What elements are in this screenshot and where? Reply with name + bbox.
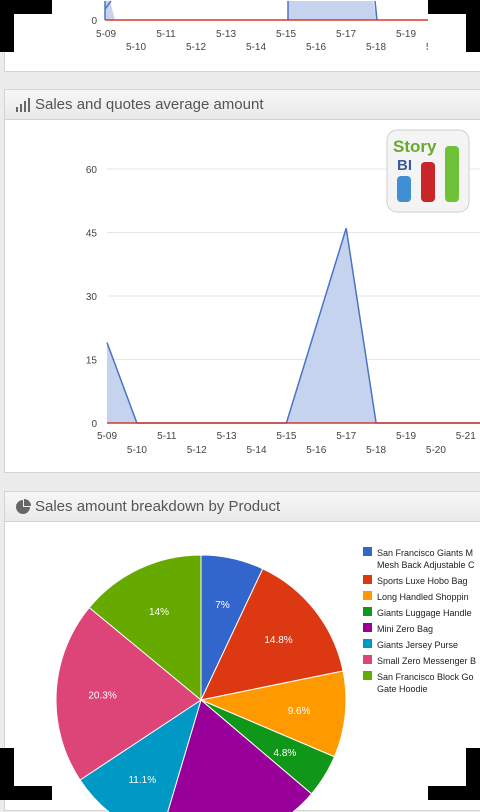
avg-x-tick: 5-17 xyxy=(336,431,356,442)
pie-slice-label: 14.8% xyxy=(264,635,292,646)
legend-swatch xyxy=(363,607,372,616)
legend-label: Long Handled Shoppin xyxy=(377,592,469,602)
product-breakdown-panel: Sales amount breakdown by Product 7% 14.8… xyxy=(4,491,480,812)
product-pie-chart: 7% 14.8% 9.6% 4.8% 11.1% 20.3% 14% San Francis… xyxy=(55,547,476,812)
product-breakdown-header: Sales amount breakdown by Product xyxy=(5,492,480,522)
top-x-tick: 5-16 xyxy=(306,42,326,53)
story-bi-logo: Story BI xyxy=(386,129,470,213)
top-x-tick: 5-19 xyxy=(396,29,416,40)
legend-label: Mini Zero Bag xyxy=(377,624,433,634)
top-x-tick: 5-15 xyxy=(276,29,296,40)
corner-mark-bottom-left xyxy=(0,748,52,800)
logo-bar-red xyxy=(421,162,435,202)
corner-mark-top-right xyxy=(428,0,480,52)
avg-amount-panel: Sales and quotes average amount 60 45 30 15… xyxy=(4,89,480,473)
legend-swatch xyxy=(363,547,372,556)
avg-x-tick: 5-10 xyxy=(127,445,147,456)
top-x-tick: 5-09 xyxy=(96,29,116,40)
logo-bar-blue xyxy=(397,176,411,202)
avg-area-fill xyxy=(107,228,480,423)
avg-amount-header: Sales and quotes average amount xyxy=(5,90,480,120)
pie-slice-label: 9.6% xyxy=(288,706,311,717)
avg-x-tick: 5-16 xyxy=(306,445,326,456)
pie-slice xyxy=(200,568,344,701)
top-x-tick: 5-18 xyxy=(366,42,386,53)
top-x-tick: 5-12 xyxy=(186,42,206,53)
top-x-tick: 5-13 xyxy=(216,29,236,40)
logo-bar-green xyxy=(445,146,459,202)
avg-x-tick: 5-14 xyxy=(246,445,266,456)
pie-slice xyxy=(55,606,202,781)
legend-swatch xyxy=(363,671,372,680)
legend-swatch xyxy=(363,623,372,632)
avg-y-tick: 0 xyxy=(91,419,97,430)
legend-swatch xyxy=(363,655,372,664)
legend-swatch xyxy=(363,639,372,648)
legend-swatch xyxy=(363,575,372,584)
pie-slice xyxy=(199,670,347,758)
legend-label: San Francisco Giants M xyxy=(377,548,473,558)
legend-label: Small Zero Messenger B xyxy=(377,656,476,666)
avg-y-tick: 60 xyxy=(86,165,98,176)
pie-slice-label: 20.3% xyxy=(88,691,116,702)
top-x-tick: 5-14 xyxy=(246,42,266,53)
legend-label-line2: Mesh Back Adjustable C xyxy=(377,560,475,570)
avg-x-tick: 5-20 xyxy=(426,445,446,456)
top-x-tick: 5-11 xyxy=(156,29,176,40)
pie-slice-label: 14% xyxy=(149,607,169,618)
legend-label: Giants Jersey Purse xyxy=(377,640,458,650)
legend-label: San Francisco Block Go xyxy=(377,672,474,682)
pie-slice-label: 4.8% xyxy=(274,748,297,759)
avg-x-tick: 5-11 xyxy=(157,431,177,442)
legend-swatch xyxy=(363,591,372,600)
corner-mark-top-left xyxy=(0,0,52,52)
pie-slice xyxy=(88,554,202,702)
pie-chart-icon xyxy=(16,498,31,514)
avg-x-tick: 5-18 xyxy=(366,445,386,456)
logo-story-text: Story xyxy=(393,137,437,156)
top-chart: 0 5-095-115-135-155-175-195-2 5-105-125-… xyxy=(91,0,480,53)
top-x-tick: 5-17 xyxy=(336,29,356,40)
avg-y-tick: 30 xyxy=(86,292,98,303)
avg-amount-title: Sales and quotes average amount xyxy=(35,96,264,113)
top-x-tick: 5-10 xyxy=(126,42,146,53)
top-area-left xyxy=(105,1,115,20)
pie-slice xyxy=(79,698,202,812)
avg-y-tick: 15 xyxy=(86,356,98,367)
pie-slice-label: 7% xyxy=(215,600,230,611)
avg-x-tick: 5-21 xyxy=(456,431,476,442)
avg-x-tick: 5-09 xyxy=(97,431,117,442)
corner-mark-bottom-right xyxy=(428,748,480,800)
avg-x-tick: 5-15 xyxy=(276,431,296,442)
avg-x-tick: 5-19 xyxy=(396,431,416,442)
logo-bi-text: BI xyxy=(397,157,412,174)
pie-slice-label: 11.1% xyxy=(128,775,156,786)
top-area-left-line xyxy=(104,0,112,10)
legend-label: Sports Luxe Hobo Bag xyxy=(377,576,468,586)
avg-x-tick: 5-12 xyxy=(187,445,207,456)
top-area-right xyxy=(288,1,377,20)
avg-series-line xyxy=(106,228,480,424)
legend-label: Giants Luggage Handle xyxy=(377,608,472,618)
bar-chart-icon xyxy=(16,97,30,112)
avg-amount-chart: 60 45 30 15 0 5-09 5-11 5-13 5-15 5-17 5-19 5-21 5-… xyxy=(86,129,480,456)
product-breakdown-title: Sales amount breakdown by Product xyxy=(35,498,281,515)
top-y-tick-0: 0 xyxy=(91,16,97,27)
avg-y-tick: 45 xyxy=(86,229,98,240)
avg-x-tick: 5-13 xyxy=(217,431,237,442)
top-chart-panel: 0 5-095-115-135-155-175-195-2 5-105-125-… xyxy=(4,0,480,72)
legend-label-line2: Gate Hoodie xyxy=(377,684,428,694)
